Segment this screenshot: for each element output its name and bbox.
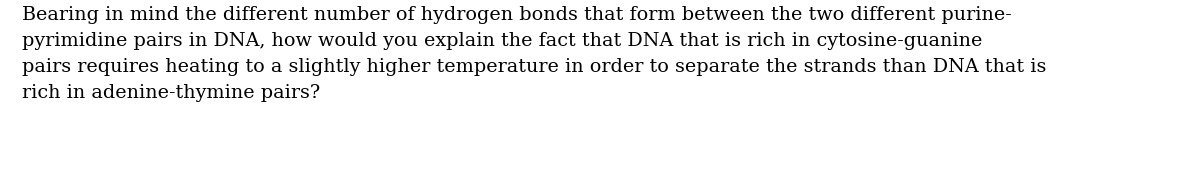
Text: Bearing in mind the different number of hydrogen bonds that form between the two: Bearing in mind the different number of … <box>22 6 1046 102</box>
